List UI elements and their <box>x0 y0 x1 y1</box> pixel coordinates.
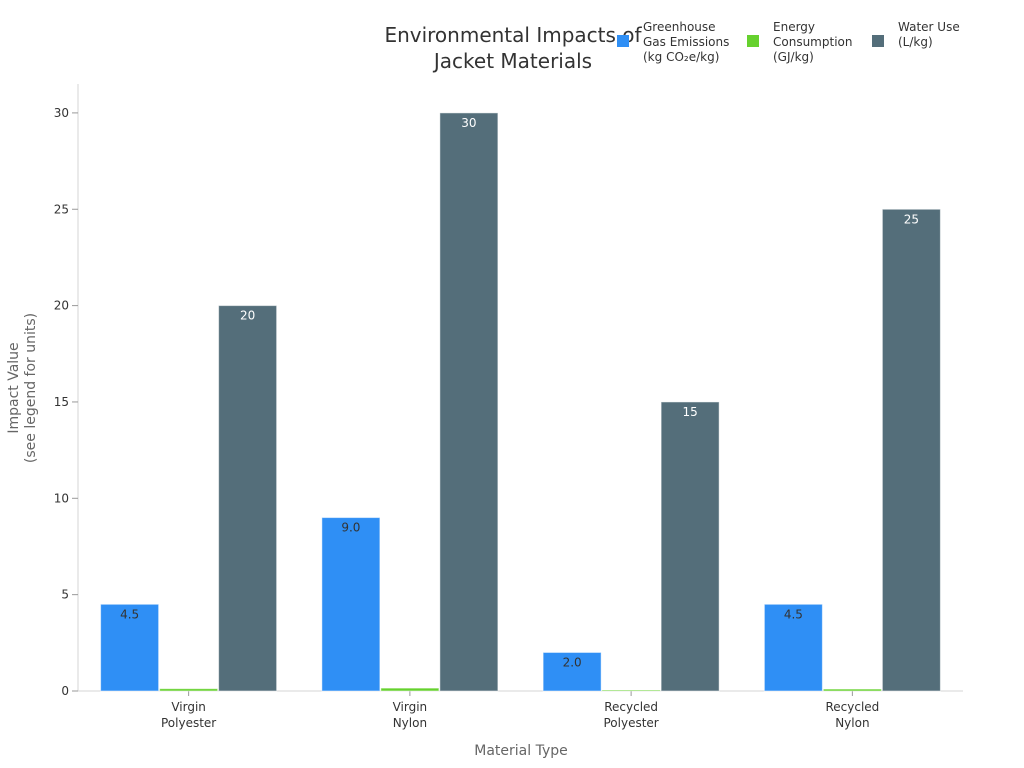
x-axis-title: Material Type <box>474 743 567 759</box>
bars <box>100 112 941 692</box>
y-tick-label: 0 <box>61 684 69 698</box>
bar <box>763 603 823 692</box>
data-labels: 4.5 20 9.0 30 2.0 15 4.5 25 <box>120 116 919 670</box>
y-axis-title: Impact Value (see legend for units) <box>6 313 39 463</box>
y-tick-label: 15 <box>54 395 69 409</box>
bar <box>321 517 381 692</box>
y-tick-label: 30 <box>54 106 69 120</box>
bar <box>159 688 219 692</box>
legend-label: Energy <box>773 20 815 34</box>
y-axis-title-line-1: Impact Value <box>6 342 22 433</box>
x-tick-label: Recycled <box>825 700 879 714</box>
bar <box>660 401 720 692</box>
x-tick-label: Nylon <box>835 716 869 730</box>
bar <box>380 687 440 692</box>
x-tick-label: Recycled <box>604 700 658 714</box>
legend-label: (L/kg) <box>898 35 933 49</box>
data-label: 20 <box>240 309 255 323</box>
bar <box>100 603 160 692</box>
bar <box>218 305 278 692</box>
y-tick-label: 25 <box>54 202 69 216</box>
chart-title-line-2: Jacket Materials <box>432 49 592 73</box>
data-label: 4.5 <box>120 607 139 621</box>
y-tick-label: 20 <box>54 299 69 313</box>
legend-label: Water Use <box>898 20 960 34</box>
legend-label: Consumption <box>773 35 852 49</box>
x-tick-label: Virgin <box>393 700 428 714</box>
x-tick-label: Polyester <box>604 716 659 730</box>
x-tick-label: Nylon <box>393 716 427 730</box>
x-axis: Virgin Polyester Virgin Nylon Recycled Polyes… <box>78 690 963 730</box>
x-tick-label: Virgin <box>171 700 206 714</box>
data-label: 15 <box>682 405 697 419</box>
bar <box>822 688 882 692</box>
data-label: 4.5 <box>784 607 803 621</box>
legend-swatch <box>747 35 759 47</box>
data-label: 2.0 <box>563 655 582 669</box>
legend-swatch <box>617 35 629 47</box>
legend-label: Greenhouse <box>643 20 716 34</box>
legend-label: (kg CO₂e/kg) <box>643 50 719 64</box>
y-tick-label: 10 <box>54 491 69 505</box>
y-axis-title-line-2: (see legend for units) <box>23 313 39 463</box>
bar <box>601 689 661 692</box>
x-tick-label: Polyester <box>161 716 216 730</box>
legend-swatch <box>872 35 884 47</box>
data-label: 25 <box>904 212 919 226</box>
legend-label: Gas Emissions <box>643 35 729 49</box>
chart-title-line-1: Environmental Impacts of <box>384 23 642 47</box>
data-label: 30 <box>461 116 476 130</box>
y-axis: 0 5 10 15 20 25 30 <box>54 84 79 698</box>
y-tick-label: 5 <box>61 588 69 602</box>
legend-label: (GJ/kg) <box>773 50 814 64</box>
bar <box>439 112 499 692</box>
data-label: 9.0 <box>341 521 360 535</box>
bar <box>542 651 602 692</box>
chart-title: Environmental Impacts of Jacket Material… <box>384 23 642 73</box>
bar <box>881 208 941 692</box>
